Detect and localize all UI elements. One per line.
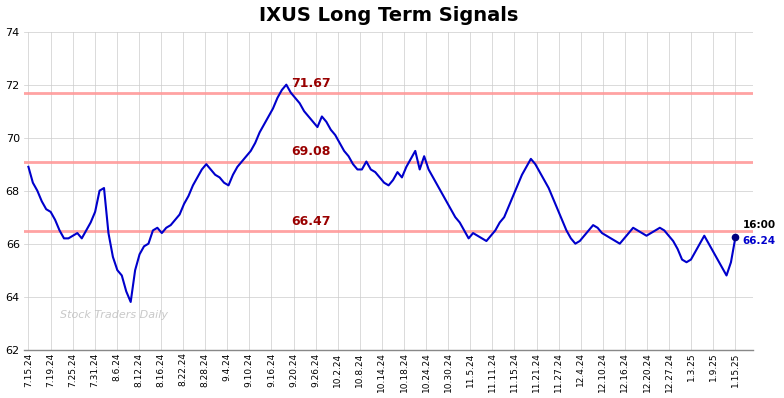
Title: IXUS Long Term Signals: IXUS Long Term Signals [259,6,518,25]
Text: 66.47: 66.47 [291,215,330,228]
Text: 66.24: 66.24 [742,236,775,246]
Text: 16:00: 16:00 [742,220,775,230]
Point [729,234,742,240]
Text: 71.67: 71.67 [291,77,330,90]
Text: 69.08: 69.08 [291,145,330,158]
Text: Stock Traders Daily: Stock Traders Daily [60,310,169,320]
